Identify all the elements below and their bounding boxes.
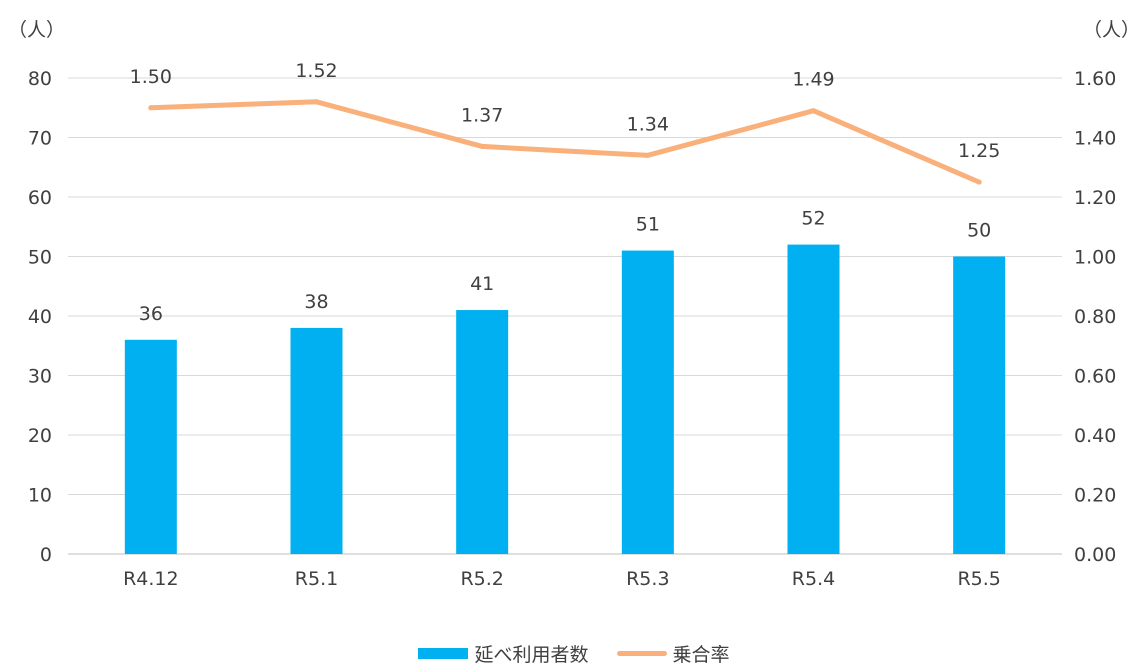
right-axis-unit: （人） [1083,19,1140,41]
left-tick-label: 0 [40,544,52,566]
bar-data-label: 41 [470,273,494,295]
right-tick-label: 0.60 [1074,366,1116,388]
bar-data-label: 51 [636,214,660,236]
bar-data-label: 52 [801,208,825,230]
legend: 延べ利用者数 乗合率 [0,640,1148,667]
category-label: R5.4 [792,568,835,590]
right-tick-label: 1.60 [1074,68,1116,90]
right-tick-label: 1.00 [1074,247,1116,269]
line-point [479,143,485,149]
right-tick-label: 1.20 [1074,187,1116,209]
right-axis-ticks: 0.00 0.20 0.40 0.60 0.80 1.00 1.20 1.40 1.60 [1074,68,1116,566]
legend-bar-label: 延べ利用者数 [474,644,589,666]
category-label: R5.2 [460,568,503,590]
line-path [148,99,982,185]
legend-item-bars: 延べ利用者数 [418,640,589,667]
line-data-label: 1.49 [792,69,834,91]
line-point [811,108,816,114]
line-point [314,99,319,105]
left-tick-label: 20 [28,425,52,447]
left-axis-unit: （人） [8,19,65,41]
line-point [976,179,982,185]
left-axis-ticks: 0 10 20 30 40 50 60 70 80 [28,68,52,566]
left-tick-label: 80 [28,68,52,90]
bar [787,244,840,554]
left-tick-label: 50 [28,247,52,269]
line-point [645,152,651,158]
left-tick-label: 70 [28,128,52,150]
bar [290,327,343,554]
right-tick-label: 0.00 [1074,544,1116,566]
category-label: R5.5 [957,568,1000,590]
bar-data-label: 38 [304,291,328,313]
category-label: R5.3 [626,568,669,590]
right-tick-label: 1.40 [1074,128,1116,150]
x-axis-ticks: R4.12 R5.1 R5.2 R5.3 R5.4 R5.5 [123,568,1001,590]
right-tick-label: 0.20 [1074,485,1116,507]
bar [621,250,674,555]
bar-data-label: 50 [967,220,991,242]
gridlines [68,77,1062,555]
right-tick-label: 0.80 [1074,306,1116,328]
category-label: R5.1 [295,568,338,590]
line-data-label: 1.25 [958,140,1000,162]
line-data-label: 1.50 [130,66,172,88]
legend-item-line: 乗合率 [616,640,730,667]
right-tick-label: 0.40 [1074,425,1116,447]
line-series: 1.50 1.52 1.37 1.34 1.49 1.25 [130,60,1000,185]
category-label: R4.12 [123,568,179,590]
line-point [148,105,154,111]
bar-data-label: 36 [139,303,163,325]
bar [456,310,509,554]
line-data-label: 1.52 [295,60,337,82]
left-tick-label: 30 [28,366,52,388]
legend-bar-swatch [418,648,469,659]
left-tick-label: 40 [28,306,52,328]
legend-line-label: 乗合率 [672,644,730,666]
line-data-label: 1.37 [461,104,503,126]
bar [953,256,1006,554]
line-data-label: 1.34 [627,113,669,135]
left-tick-label: 60 [28,187,52,209]
legend-line-swatch [616,651,667,656]
bar-series: 36 38 41 51 52 50 [124,208,1006,555]
left-tick-label: 10 [28,485,52,507]
bar [124,339,177,554]
